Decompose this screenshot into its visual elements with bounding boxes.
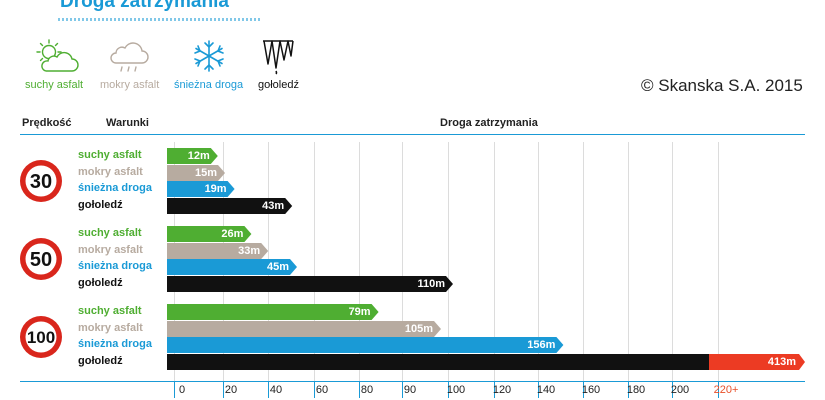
x-tick-label: 80	[360, 384, 374, 396]
tick-mark	[402, 382, 403, 398]
header-speed: Prędkość	[22, 117, 72, 129]
sun-cloud-icon	[36, 39, 79, 72]
tick-mark	[628, 382, 629, 398]
tick-mark	[359, 382, 360, 398]
bar-value-label: 15m	[194, 166, 217, 179]
gridline	[494, 142, 495, 381]
bar-value-label: 156m	[527, 339, 556, 351]
tick-mark	[268, 382, 269, 398]
condition-label: gołoledź	[78, 354, 123, 367]
data-bar: 19m	[167, 181, 235, 197]
condition-label: gołoledź	[78, 198, 123, 211]
data-bar: 33m	[167, 242, 269, 259]
bar-value-label: 33m	[238, 244, 261, 257]
axis-line	[20, 381, 805, 382]
tick-mark	[718, 382, 719, 398]
condition-label: suchy asfalt	[78, 227, 142, 239]
x-tick-label: 160	[581, 384, 601, 396]
legend-item-snow: śnieżna droga	[174, 38, 243, 91]
condition-label: śnieżna droga	[78, 260, 152, 272]
condition-label: gołoledź	[78, 276, 123, 289]
condition-label: mokry asfalt	[78, 165, 143, 178]
header-divider	[20, 134, 805, 135]
bar-value-label: 110m	[417, 277, 445, 290]
gridline	[672, 142, 673, 381]
gridline	[538, 142, 539, 381]
speed-value: 30	[30, 171, 52, 193]
tick-mark	[538, 382, 539, 398]
legend-label-dry: suchy asfalt	[25, 79, 84, 91]
overflow-bar: 413m	[709, 353, 805, 370]
chart-title: Droga zatrzymania	[60, 0, 229, 12]
data-bar: 45m	[167, 259, 297, 275]
x-tick-label: 20	[224, 384, 238, 396]
data-bar: 15m	[167, 164, 225, 181]
bar-value-label: 26m	[221, 228, 244, 240]
data-bar: 110m	[167, 275, 453, 292]
tick-mark	[174, 382, 175, 398]
bar-value-label: 43m	[262, 199, 285, 212]
x-tick-label: 220+	[713, 384, 739, 396]
x-tick-label: 120	[492, 384, 512, 396]
gridline	[583, 142, 584, 381]
legend-item-wet: mokry asfalt	[100, 38, 159, 91]
tick-mark	[223, 382, 224, 398]
gridline	[314, 142, 315, 381]
speed-limit-sign: 30	[19, 159, 63, 203]
bar-value-label: 79m	[348, 306, 371, 318]
bar-value-label: 413m	[767, 355, 796, 368]
condition-label: mokry asfalt	[78, 321, 143, 334]
bar-value-label: 12m	[187, 150, 210, 162]
x-tick-label: 40	[269, 384, 283, 396]
x-tick-label: 180	[626, 384, 646, 396]
gridline	[718, 142, 719, 381]
condition-label: mokry asfalt	[78, 243, 143, 256]
bar-value-label: 45m	[266, 261, 289, 273]
condition-label: suchy asfalt	[78, 149, 142, 161]
tick-mark	[583, 382, 584, 398]
data-bar: 79m	[167, 304, 379, 320]
speed-limit-sign: 100	[19, 315, 63, 359]
gridline	[628, 142, 629, 381]
tick-mark	[672, 382, 673, 398]
legend-item-ice: gołoledź	[258, 38, 299, 91]
header-conditions: Warunki	[106, 117, 149, 129]
title-underline	[58, 18, 262, 21]
icicles-icon	[263, 40, 295, 75]
data-bar: 156m	[167, 337, 564, 353]
speed-value: 100	[27, 328, 55, 347]
gridline	[448, 142, 449, 381]
bar-value-label: 105m	[404, 322, 433, 335]
data-bar: 26m	[167, 226, 252, 242]
legend-label-snow: śnieżna droga	[174, 79, 244, 91]
x-tick-label: 200	[670, 384, 690, 396]
data-bar: 43m	[167, 197, 293, 214]
tick-mark	[494, 382, 495, 398]
tick-mark	[448, 382, 449, 398]
gridline	[359, 142, 360, 381]
gridline	[402, 142, 403, 381]
x-tick-label: 60	[315, 384, 329, 396]
data-bar	[167, 353, 709, 370]
copyright-text: © Skanska S.A. 2015	[641, 76, 803, 95]
x-tick-label: 100	[446, 384, 466, 396]
x-tick-label: 90	[403, 384, 417, 396]
legend-item-dry: suchy asfalt	[25, 38, 83, 91]
tick-mark	[314, 382, 315, 398]
bar-value-label: 19m	[204, 183, 227, 195]
x-tick-label: 140	[536, 384, 556, 396]
legend-label-wet: mokry asfalt	[100, 79, 160, 91]
speed-limit-sign: 50	[19, 237, 63, 281]
condition-label: suchy asfalt	[78, 305, 142, 317]
speed-value: 50	[30, 249, 52, 271]
x-tick-label: 0	[178, 384, 186, 396]
legend-label-ice: gołoledź	[258, 79, 299, 91]
condition-label: śnieżna droga	[78, 182, 152, 194]
condition-label: śnieżna droga	[78, 338, 152, 350]
data-bar: 12m	[167, 148, 218, 164]
data-bar: 105m	[167, 320, 441, 337]
rain-cloud-icon	[110, 42, 149, 72]
snowflake-icon	[193, 40, 224, 72]
header-distance: Droga zatrzymania	[440, 117, 538, 129]
